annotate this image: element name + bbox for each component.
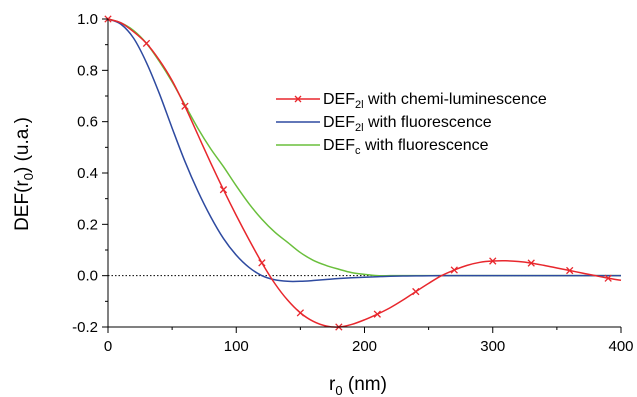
y-tick-label-6: 1.0 xyxy=(77,11,98,28)
y-tick-label-3: 0.4 xyxy=(77,165,98,182)
y-tick-label-4: 0.6 xyxy=(77,114,98,131)
legend-label-fluo-c-sub: c xyxy=(355,145,361,157)
series-chemi-luminescence-line xyxy=(107,18,622,328)
x-tick-label-0: 0 xyxy=(104,338,112,355)
legend-label-fluo-2l: DEF2l with fluorescence xyxy=(323,114,492,134)
series-chemi-luminescence-point-5 xyxy=(296,309,305,317)
x-tick-label-3: 300 xyxy=(480,338,505,355)
legend-label-fluo-c-rest: with fluorescence xyxy=(361,137,489,154)
y-axis-title-pre: DEF(r xyxy=(12,180,33,231)
x-tick-label-2: 200 xyxy=(352,338,377,355)
legend-marker-chemi xyxy=(294,95,302,103)
x-axis-title-rest: (nm) xyxy=(343,374,387,395)
series-fluorescence-2l-line xyxy=(107,18,621,283)
series-chemi-luminescence-point-9 xyxy=(450,266,458,274)
y-tick-label-2: 0.2 xyxy=(77,216,98,233)
y-axis-ticks: -0.2 0.0 0.2 0.4 0.6 0.8 1.0 xyxy=(72,11,108,336)
y-tick-label-1: 0.0 xyxy=(77,268,98,285)
legend-entry-fluo-c: DEFc with fluorescence xyxy=(276,137,489,157)
legend-entry-fluo-2l: DEF2l with fluorescence xyxy=(276,114,492,134)
series-chemi-luminescence-point-7 xyxy=(373,310,381,318)
y-axis-title: DEF(r0) (u.a.) xyxy=(12,117,36,231)
legend: DEF2l with chemi-luminescence DEF2l with… xyxy=(276,91,547,157)
series-group xyxy=(104,15,622,331)
x-axis-title: r0 (nm) xyxy=(329,374,387,397)
axes xyxy=(107,19,621,328)
legend-label-fluo-c-main: DEF xyxy=(323,137,355,154)
y-axis-title-sub: 0 xyxy=(21,173,36,180)
y-axis-title-rest: ) (u.a.) xyxy=(12,117,33,173)
legend-label-fluo-2l-main: DEF xyxy=(323,114,355,131)
series-chemi-luminescence-point-13 xyxy=(604,274,612,282)
series-chemi-luminescence-point-1 xyxy=(142,39,151,48)
series-chemi-luminescence-point-11 xyxy=(527,259,535,267)
legend-entry-chemi: DEF2l with chemi-luminescence xyxy=(276,91,547,111)
legend-label-fluo-2l-rest: with fluorescence xyxy=(364,114,492,131)
x-axis-ticks: 0 100 200 300 400 xyxy=(104,327,634,355)
legend-label-fluo-c: DEFc with fluorescence xyxy=(323,137,489,157)
legend-label-fluo-2l-sub: 2l xyxy=(355,122,364,134)
x-tick-label-1: 100 xyxy=(224,338,249,355)
legend-label-chemi: DEF2l with chemi-luminescence xyxy=(323,91,547,111)
series-chemi-luminescence-point-4 xyxy=(258,259,266,267)
legend-label-chemi-sub: 2l xyxy=(355,99,364,111)
series-chemi-luminescence-point-10 xyxy=(489,257,497,265)
series-chemi-luminescence-point-2 xyxy=(181,102,189,110)
series-chemi-luminescence-point-8 xyxy=(412,287,420,296)
legend-label-chemi-rest: with chemi-luminescence xyxy=(364,91,547,108)
y-tick-label-5: 0.8 xyxy=(77,62,98,79)
series-chemi-luminescence-point-3 xyxy=(219,186,228,194)
series-chemi-luminescence-point-12 xyxy=(566,266,574,275)
y-tick-label-0: -0.2 xyxy=(72,319,98,336)
legend-label-chemi-main: DEF xyxy=(323,91,355,108)
x-tick-label-4: 400 xyxy=(608,338,633,355)
x-axis-title-sub: 0 xyxy=(335,383,342,397)
x-axis-title-base: r xyxy=(329,374,336,395)
